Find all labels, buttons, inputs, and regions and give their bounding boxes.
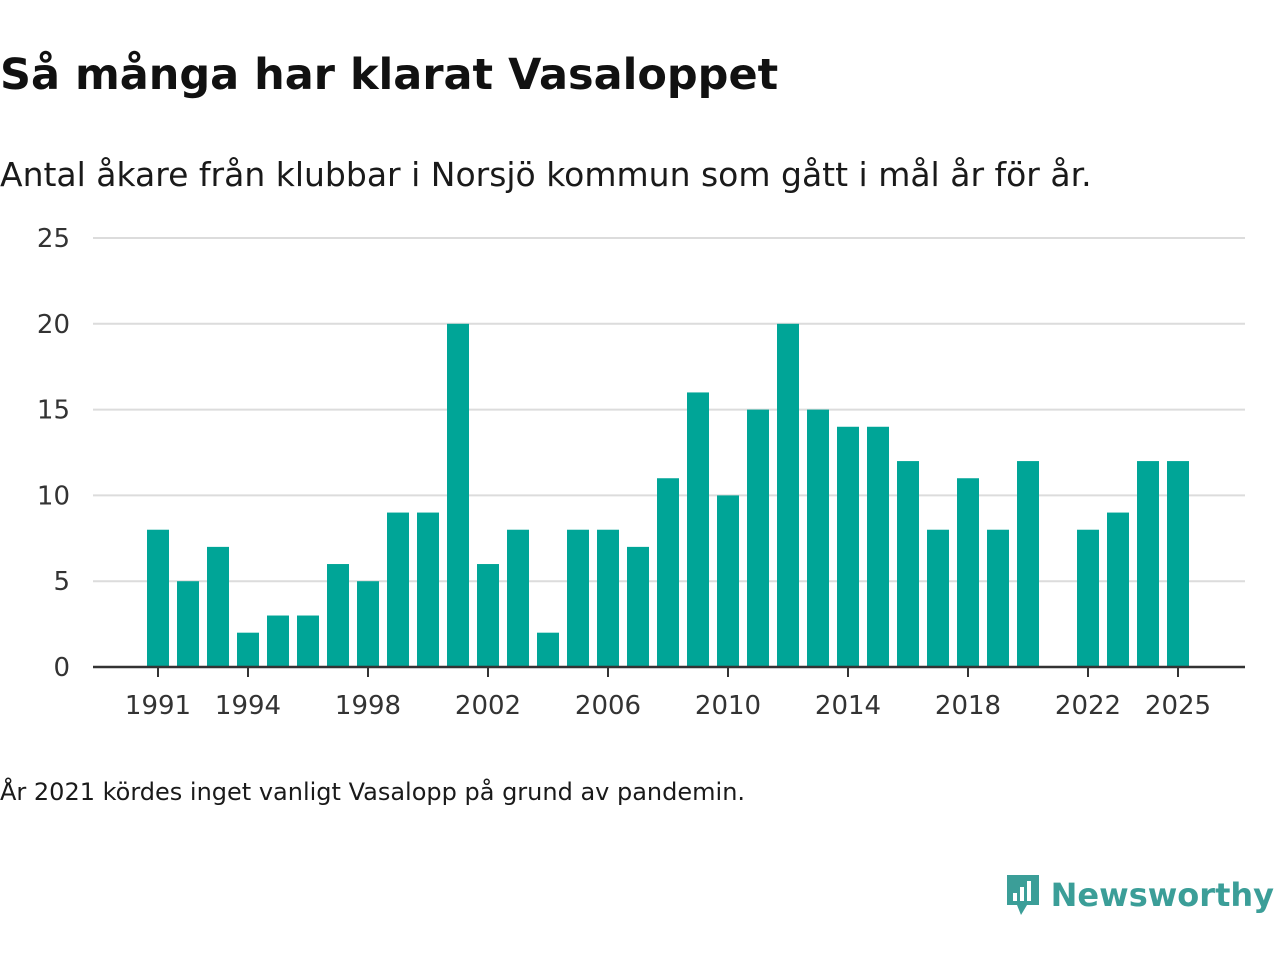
x-tick-label-2025: 2025 — [1145, 691, 1211, 721]
bar-2011[interactable] — [747, 409, 769, 667]
x-tick-label-1991: 1991 — [125, 691, 191, 721]
bar-2003[interactable] — [507, 529, 529, 667]
bar-2018[interactable] — [957, 478, 979, 667]
bar-2023[interactable] — [1107, 512, 1129, 667]
newsworthy-logo-icon — [1006, 875, 1039, 915]
newsworthy-logo-text: Newsworthy — [1050, 876, 1274, 914]
bar-2006[interactable] — [597, 529, 619, 667]
bar-2002[interactable] — [477, 564, 499, 667]
bar-2009[interactable] — [687, 392, 709, 667]
bar-1999[interactable] — [387, 512, 409, 667]
bar-2022[interactable] — [1077, 529, 1099, 667]
bar-2010[interactable] — [717, 495, 739, 667]
x-tick-label-2006: 2006 — [575, 691, 641, 721]
chart-footnote: År 2021 kördes inget vanligt Vasalopp på… — [0, 778, 746, 806]
bar-2004[interactable] — [537, 632, 559, 667]
bar-2000[interactable] — [417, 512, 439, 667]
bar-2017[interactable] — [927, 529, 949, 667]
bar-1992[interactable] — [177, 581, 199, 667]
x-tick-label-2002: 2002 — [455, 691, 521, 721]
y-tick-label-15: 15 — [37, 396, 70, 426]
bar-1994[interactable] — [237, 632, 259, 667]
bar-2019[interactable] — [987, 529, 1009, 667]
y-tick-label-20: 20 — [37, 310, 70, 340]
chart-title: Så många har klarat Vasaloppet — [0, 50, 779, 100]
bar-2014[interactable] — [837, 426, 859, 667]
bar-2015[interactable] — [867, 426, 889, 667]
bar-2025[interactable] — [1167, 461, 1189, 667]
bar-2005[interactable] — [567, 529, 589, 667]
bar-1993[interactable] — [207, 546, 229, 667]
y-tick-label-10: 10 — [37, 481, 70, 511]
bar-1991[interactable] — [147, 529, 169, 667]
x-tick-label-2010: 2010 — [695, 691, 761, 721]
bar-2016[interactable] — [897, 461, 919, 667]
x-tick-label-2014: 2014 — [815, 691, 881, 721]
x-tick-label-2018: 2018 — [935, 691, 1001, 721]
bar-2020[interactable] — [1017, 461, 1039, 667]
x-tick-label-1994: 1994 — [215, 691, 281, 721]
bar-2012[interactable] — [777, 323, 799, 667]
newsworthy-logo[interactable]: Newsworthy — [1003, 870, 1274, 920]
y-tick-label-0: 0 — [53, 653, 70, 683]
bar-2001[interactable] — [447, 323, 469, 667]
bar-2013[interactable] — [807, 409, 829, 667]
bar-1997[interactable] — [327, 564, 349, 667]
bar-2024[interactable] — [1137, 461, 1159, 667]
bar-1996[interactable] — [297, 615, 319, 667]
bar-2008[interactable] — [657, 478, 679, 667]
chart-subtitle: Antal åkare från klubbar i Norsjö kommun… — [0, 155, 1092, 194]
x-tick-label-1998: 1998 — [335, 691, 401, 721]
y-tick-label-5: 5 — [53, 567, 70, 597]
x-tick-label-2022: 2022 — [1055, 691, 1121, 721]
bar-1995[interactable] — [267, 615, 289, 667]
y-tick-label-25: 25 — [37, 224, 70, 254]
bar-1998[interactable] — [357, 581, 379, 667]
bar-2007[interactable] — [627, 546, 649, 667]
